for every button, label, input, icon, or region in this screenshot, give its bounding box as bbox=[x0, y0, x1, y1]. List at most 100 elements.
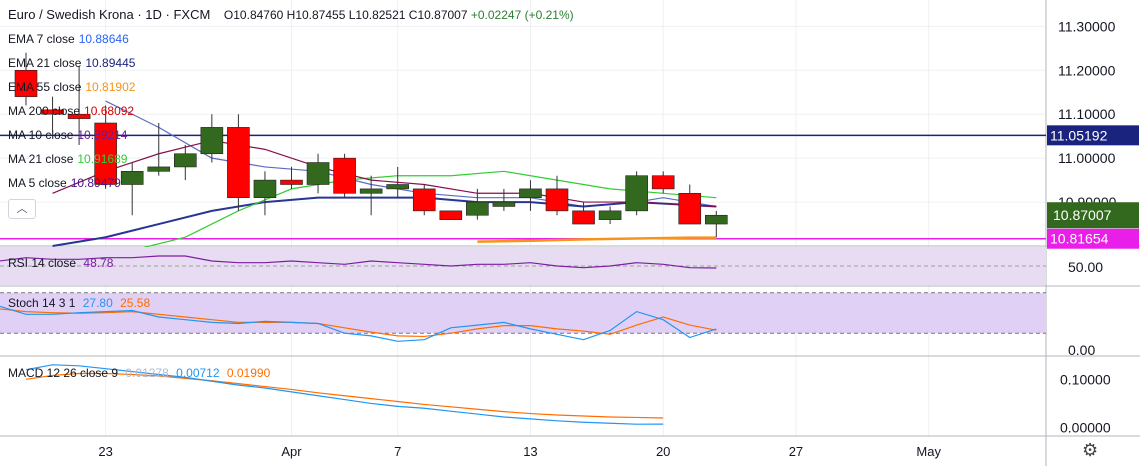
collapse-legend-button[interactable]: ︿ bbox=[8, 199, 36, 219]
indicator-legend: EMA 7 close 10.88646 EMA 21 close 10.89445 E… bbox=[8, 32, 135, 200]
change-value: +0.02247 (+0.21%) bbox=[470, 8, 574, 22]
candle-body bbox=[174, 153, 197, 168]
indicator-value: 10.88646 bbox=[78, 32, 129, 46]
macd-signal-line bbox=[25, 372, 664, 419]
price-tick-label: 11.00000 bbox=[1058, 150, 1116, 166]
candle-body bbox=[14, 69, 38, 97]
indicator-legend-item[interactable]: EMA 55 close 10.81902 bbox=[8, 80, 135, 104]
time-tick-label: 13 bbox=[523, 444, 537, 459]
macd-label: MACD 12 26 close 9 bbox=[8, 366, 119, 380]
stoch-k-value: 27.80 bbox=[82, 296, 113, 310]
candle-body bbox=[41, 109, 64, 115]
indicator-label: MA 5 close bbox=[8, 176, 67, 190]
ma-line bbox=[52, 139, 717, 208]
time-tick-label: 7 bbox=[394, 444, 401, 459]
candle-body bbox=[200, 127, 224, 155]
stoch-d-line bbox=[0, 308, 717, 338]
rsi-legend[interactable]: RSI 14 close 48.78 bbox=[8, 256, 113, 270]
indicator-legend-item[interactable]: MA 21 close 10.91689 bbox=[8, 152, 135, 176]
candle-body bbox=[67, 113, 91, 119]
time-tick-label: 27 bbox=[789, 444, 803, 459]
candle-body bbox=[280, 179, 303, 185]
candle-body bbox=[492, 201, 516, 207]
macd-tick-label: 0.10000 bbox=[1060, 371, 1111, 387]
indicator-label: MA 10 close bbox=[8, 128, 74, 142]
indicator-value: 10.68092 bbox=[84, 104, 135, 118]
rsi-value: 48.78 bbox=[83, 256, 114, 270]
ma-line bbox=[477, 236, 717, 243]
candle-body bbox=[466, 201, 489, 216]
last-price-tag-label: 10.87007 bbox=[1053, 207, 1112, 223]
macd-hist-value: 0.01278 bbox=[125, 366, 169, 380]
price-axis[interactable]: 11.3000011.2000011.1000011.0000010.90000… bbox=[1047, 18, 1139, 436]
candle-body bbox=[678, 192, 702, 225]
gear-icon[interactable]: ⚙ bbox=[1082, 440, 1099, 460]
indicator-legend-item[interactable]: MA 200 close 10.68092 bbox=[8, 104, 135, 128]
moving-average-lines bbox=[52, 100, 717, 251]
indicator-legend-item[interactable]: MA 5 close 10.89479 bbox=[8, 176, 135, 200]
candle-body bbox=[333, 157, 356, 194]
candle-body bbox=[704, 214, 728, 225]
candle-body bbox=[359, 188, 383, 194]
open-value: O10.84760 bbox=[223, 8, 284, 22]
indicator-value: 10.89479 bbox=[70, 176, 121, 190]
indicator-legend-item[interactable]: EMA 7 close 10.88646 bbox=[8, 32, 135, 56]
macd-tick-label: 0.00000 bbox=[1060, 420, 1111, 436]
time-tick-label: 23 bbox=[98, 444, 112, 459]
time-tick-label: Apr bbox=[281, 444, 302, 459]
time-tick-label: May bbox=[916, 444, 941, 459]
indicator-value: 10.89445 bbox=[85, 56, 136, 70]
indicator-label: MA 21 close bbox=[8, 152, 74, 166]
indicator-label: EMA 55 close bbox=[8, 80, 82, 94]
price-line-tag bbox=[1047, 228, 1139, 249]
candle-body bbox=[572, 210, 595, 225]
price-line-tag-label: 11.05192 bbox=[1050, 127, 1108, 143]
candle-body bbox=[439, 210, 463, 220]
time-axis[interactable]: 23 Apr 7 13 20 27 May bbox=[98, 444, 941, 459]
candle-body bbox=[386, 184, 410, 190]
indicator-legend-item[interactable]: EMA 21 close 10.89445 bbox=[8, 56, 135, 80]
candle-body bbox=[94, 122, 117, 185]
indicator-legend-item[interactable]: MA 10 close 10.89214 bbox=[8, 128, 135, 152]
time-tick-label: 20 bbox=[656, 444, 670, 459]
price-lines bbox=[0, 134, 1046, 240]
candle-body bbox=[545, 188, 569, 212]
rsi-line bbox=[0, 255, 717, 269]
candle-body bbox=[519, 188, 542, 198]
high-value: H10.87455 bbox=[286, 8, 346, 22]
candle-body bbox=[120, 171, 144, 185]
rsi-tick-label: 50.00 bbox=[1068, 259, 1103, 275]
chart-header: Euro / Swedish Krona · 1D · FXCM O10.847… bbox=[8, 7, 574, 22]
ma-line bbox=[132, 170, 717, 251]
price-line-tag bbox=[1047, 125, 1139, 146]
stoch-legend[interactable]: Stoch 14 3 1 27.80 25.58 bbox=[8, 296, 150, 310]
candle-body bbox=[147, 166, 171, 172]
rsi-label: RSI 14 close bbox=[8, 256, 77, 270]
price-line-tag-label: 10.81654 bbox=[1050, 231, 1109, 247]
rsi-pane bbox=[0, 247, 1046, 285]
macd-legend[interactable]: MACD 12 26 close 9 0.01278 0.00712 0.019… bbox=[8, 366, 270, 380]
price-tick-label: 11.20000 bbox=[1058, 62, 1116, 78]
candle-body bbox=[412, 188, 436, 212]
stoch-label: Stoch 14 3 1 bbox=[8, 296, 76, 310]
indicator-label: MA 200 close bbox=[8, 104, 81, 118]
candle-body bbox=[625, 175, 648, 212]
macd-line bbox=[25, 364, 664, 425]
macd-signal-value: 0.01990 bbox=[226, 366, 271, 380]
macd-pane bbox=[25, 364, 664, 425]
indicator-value: 10.89214 bbox=[77, 128, 128, 142]
chevron-up-icon: ︿ bbox=[16, 203, 28, 215]
stoch-pane bbox=[0, 292, 1046, 342]
symbol-title[interactable]: Euro / Swedish Krona · 1D · FXCM bbox=[8, 7, 211, 22]
price-tick-label: 11.10000 bbox=[1058, 106, 1116, 122]
price-tick-label: 11.30000 bbox=[1058, 18, 1116, 34]
candle-body bbox=[253, 179, 277, 198]
candle-body bbox=[306, 162, 330, 185]
stoch-tick-label: 0.00 bbox=[1068, 342, 1095, 358]
indicator-label: EMA 21 close bbox=[8, 56, 82, 70]
candle-body bbox=[598, 210, 622, 220]
candle-body bbox=[227, 127, 250, 198]
indicator-value: 10.91689 bbox=[77, 152, 128, 166]
